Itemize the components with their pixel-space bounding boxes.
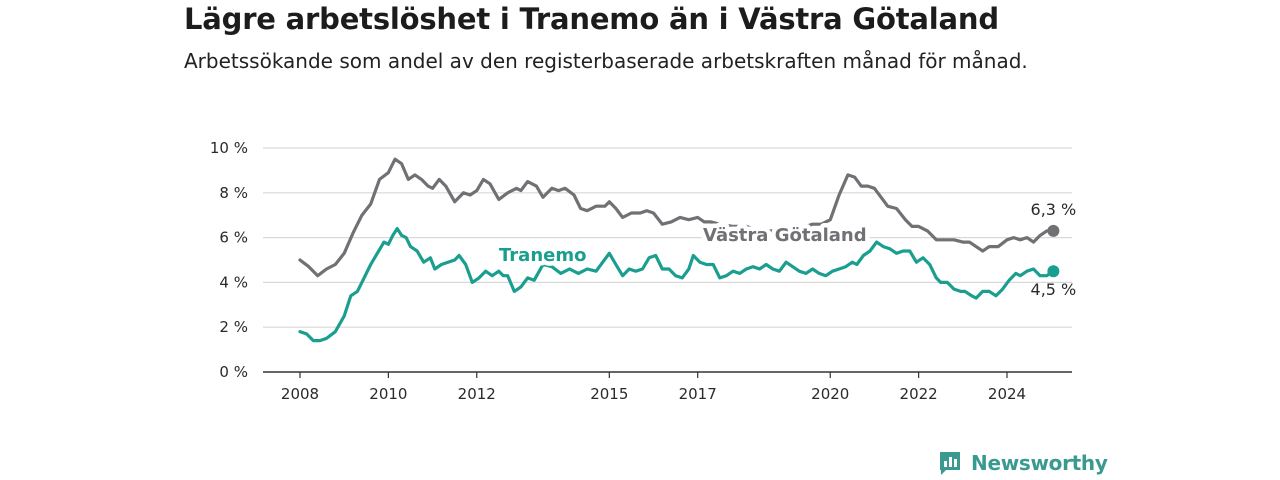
x-tick-label: 2020 bbox=[811, 385, 849, 403]
label-tranemo-halo: Tranemo bbox=[499, 245, 586, 266]
brand-name: Newsworthy bbox=[971, 451, 1108, 475]
end-point-tranemo bbox=[1047, 265, 1060, 278]
y-tick-label: 6 % bbox=[219, 229, 248, 247]
newsworthy-logo: Newsworthy bbox=[938, 448, 1108, 478]
x-tick-label: 2015 bbox=[590, 385, 628, 403]
line-tranemo bbox=[298, 227, 1055, 343]
x-tick-label: 2010 bbox=[369, 385, 407, 403]
label-tranemo: Tranemo bbox=[499, 245, 586, 266]
y-tick-label: 0 % bbox=[219, 363, 248, 381]
end-value-tranemo: 4,5 % bbox=[1031, 280, 1077, 299]
x-tick-label: 2024 bbox=[988, 385, 1026, 403]
series-lines bbox=[298, 157, 1060, 343]
y-tick-label: 2 % bbox=[219, 318, 248, 336]
end-point-v-stra-g-taland bbox=[1047, 224, 1060, 237]
label-vastra-gotaland-halo: Västra Götaland bbox=[703, 225, 867, 246]
y-axis-ticks: 0 % 2 % 4 % 6 % 8 % 10 % bbox=[210, 139, 248, 381]
end-value-vastra-gotaland: 6,3 % bbox=[1031, 200, 1077, 219]
chart-title: Lägre arbetslöshet i Tranemo än i Västra… bbox=[184, 2, 999, 36]
x-tick-label: 2008 bbox=[281, 385, 319, 403]
x-tick-label: 2022 bbox=[900, 385, 938, 403]
y-tick-label: 8 % bbox=[219, 184, 248, 202]
x-tick-label: 2017 bbox=[679, 385, 717, 403]
label-vastra-gotaland: Västra Götaland bbox=[703, 225, 867, 246]
x-axis: 2008 2010 2012 2015 2017 2020 2022 2024 bbox=[263, 371, 1072, 403]
y-tick-label: 4 % bbox=[219, 273, 248, 291]
bar-chart-icon bbox=[940, 452, 960, 475]
x-tick-label: 2012 bbox=[458, 385, 496, 403]
chart-subtitle: Arbetssökande som andel av den registerb… bbox=[184, 49, 1028, 73]
y-tick-label: 10 % bbox=[210, 139, 248, 157]
line-v-stra-g-taland bbox=[298, 157, 1055, 278]
gridlines bbox=[263, 147, 1072, 328]
